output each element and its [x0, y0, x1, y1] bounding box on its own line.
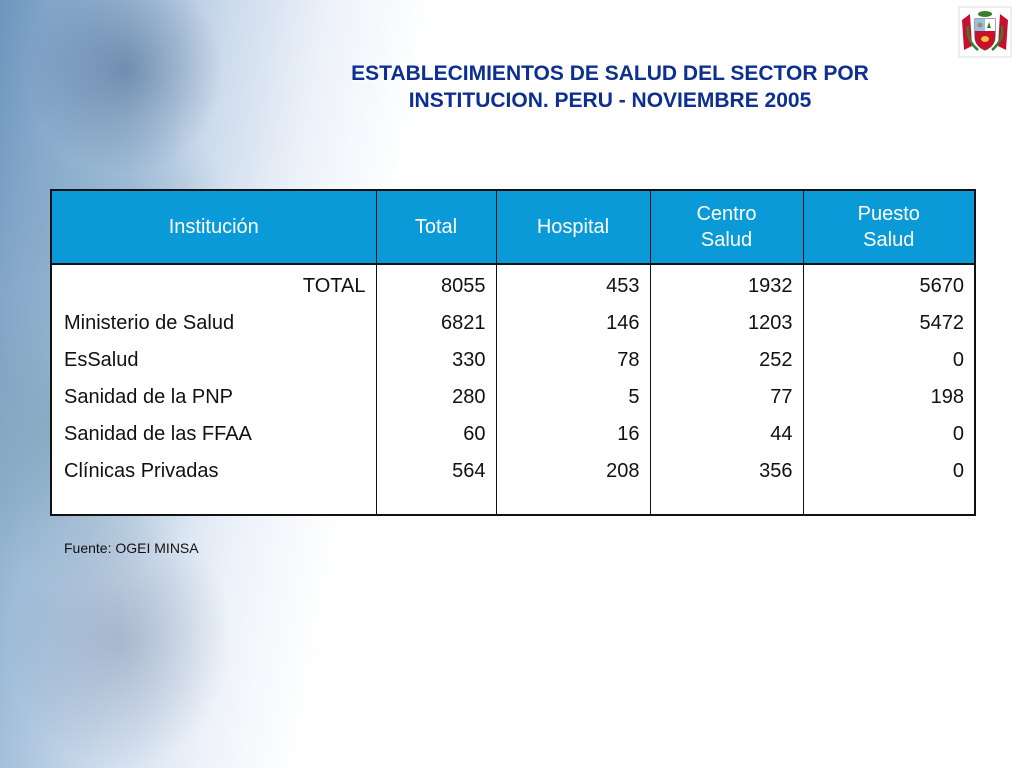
table-cell: 6821: [441, 312, 486, 334]
column-hospital: 453 146 78 5 16 208: [495, 264, 651, 515]
header-centro-line-1: Centro: [696, 203, 757, 225]
table-cell: Sanidad de la PNP: [64, 386, 234, 408]
peru-coat-of-arms-icon: [958, 6, 1012, 58]
header-puesto-line-2: Salud: [863, 229, 915, 251]
table-cell: 5670: [919, 275, 965, 297]
table-cell: 356: [759, 460, 793, 482]
table-cell: 330: [452, 349, 486, 371]
table-cell: 0: [952, 460, 964, 482]
column-total: 8055 6821 330 280 60 564: [375, 264, 497, 515]
header-puesto-salud: Puesto Salud: [802, 190, 976, 265]
table-cell: 77: [770, 386, 793, 408]
column-institucion: TOTAL Ministerio de Salud EsSalud Sanida…: [50, 264, 377, 515]
source-note: Fuente: OGEI MINSA: [64, 540, 199, 556]
slide-title: ESTABLECIMIENTOS DE SALUD DEL SECTOR POR…: [240, 60, 980, 114]
table-cell: 78: [617, 349, 640, 371]
establishments-table: Institución Total Hospital Centro Salud …: [50, 189, 976, 516]
table-cell: 16: [617, 423, 640, 445]
table-cell: 252: [759, 349, 793, 371]
table-cell: 1203: [748, 312, 793, 334]
table-cell: TOTAL: [302, 275, 366, 297]
column-puesto-salud: 5670 5472 0 198 0 0: [802, 264, 976, 515]
header-total: Total: [375, 190, 497, 265]
table-cell: 0: [952, 423, 964, 445]
table-cell: 453: [606, 275, 640, 297]
table-cell: EsSalud: [64, 349, 139, 371]
column-centro-salud: 1932 1203 252 77 44 356: [649, 264, 804, 515]
header-puesto-line-1: Puesto: [857, 203, 920, 225]
table-cell: 5: [628, 386, 640, 408]
table-body-row: TOTAL Ministerio de Salud EsSalud Sanida…: [50, 264, 976, 515]
header-centro-line-2: Salud: [700, 229, 753, 251]
table-cell: 198: [930, 386, 964, 408]
table-cell: Ministerio de Salud: [64, 312, 235, 334]
table-cell: 146: [606, 312, 640, 334]
table-cell: 1932: [748, 275, 793, 297]
table-cell: 564: [452, 460, 486, 482]
title-line-2: INSTITUCION. PERU - NOVIEMBRE 2005: [408, 89, 812, 112]
table-cell: 5472: [919, 312, 965, 334]
table-cell: Clínicas Privadas: [64, 460, 219, 482]
table-cell: 0: [952, 349, 964, 371]
header-institucion: Institución: [50, 190, 377, 265]
table-cell: 280: [452, 386, 486, 408]
table-header-row: Institución Total Hospital Centro Salud …: [50, 190, 976, 265]
header-centro-salud: Centro Salud: [649, 190, 804, 265]
table-cell: 8055: [441, 275, 486, 297]
table-cell: 208: [606, 460, 640, 482]
title-line-1: ESTABLECIMIENTOS DE SALUD DEL SECTOR POR: [351, 62, 869, 85]
table-cell: 44: [770, 423, 793, 445]
table-cell: Sanidad de las FFAA: [64, 423, 252, 445]
header-hospital: Hospital: [495, 190, 651, 265]
table-cell: 60: [463, 423, 486, 445]
